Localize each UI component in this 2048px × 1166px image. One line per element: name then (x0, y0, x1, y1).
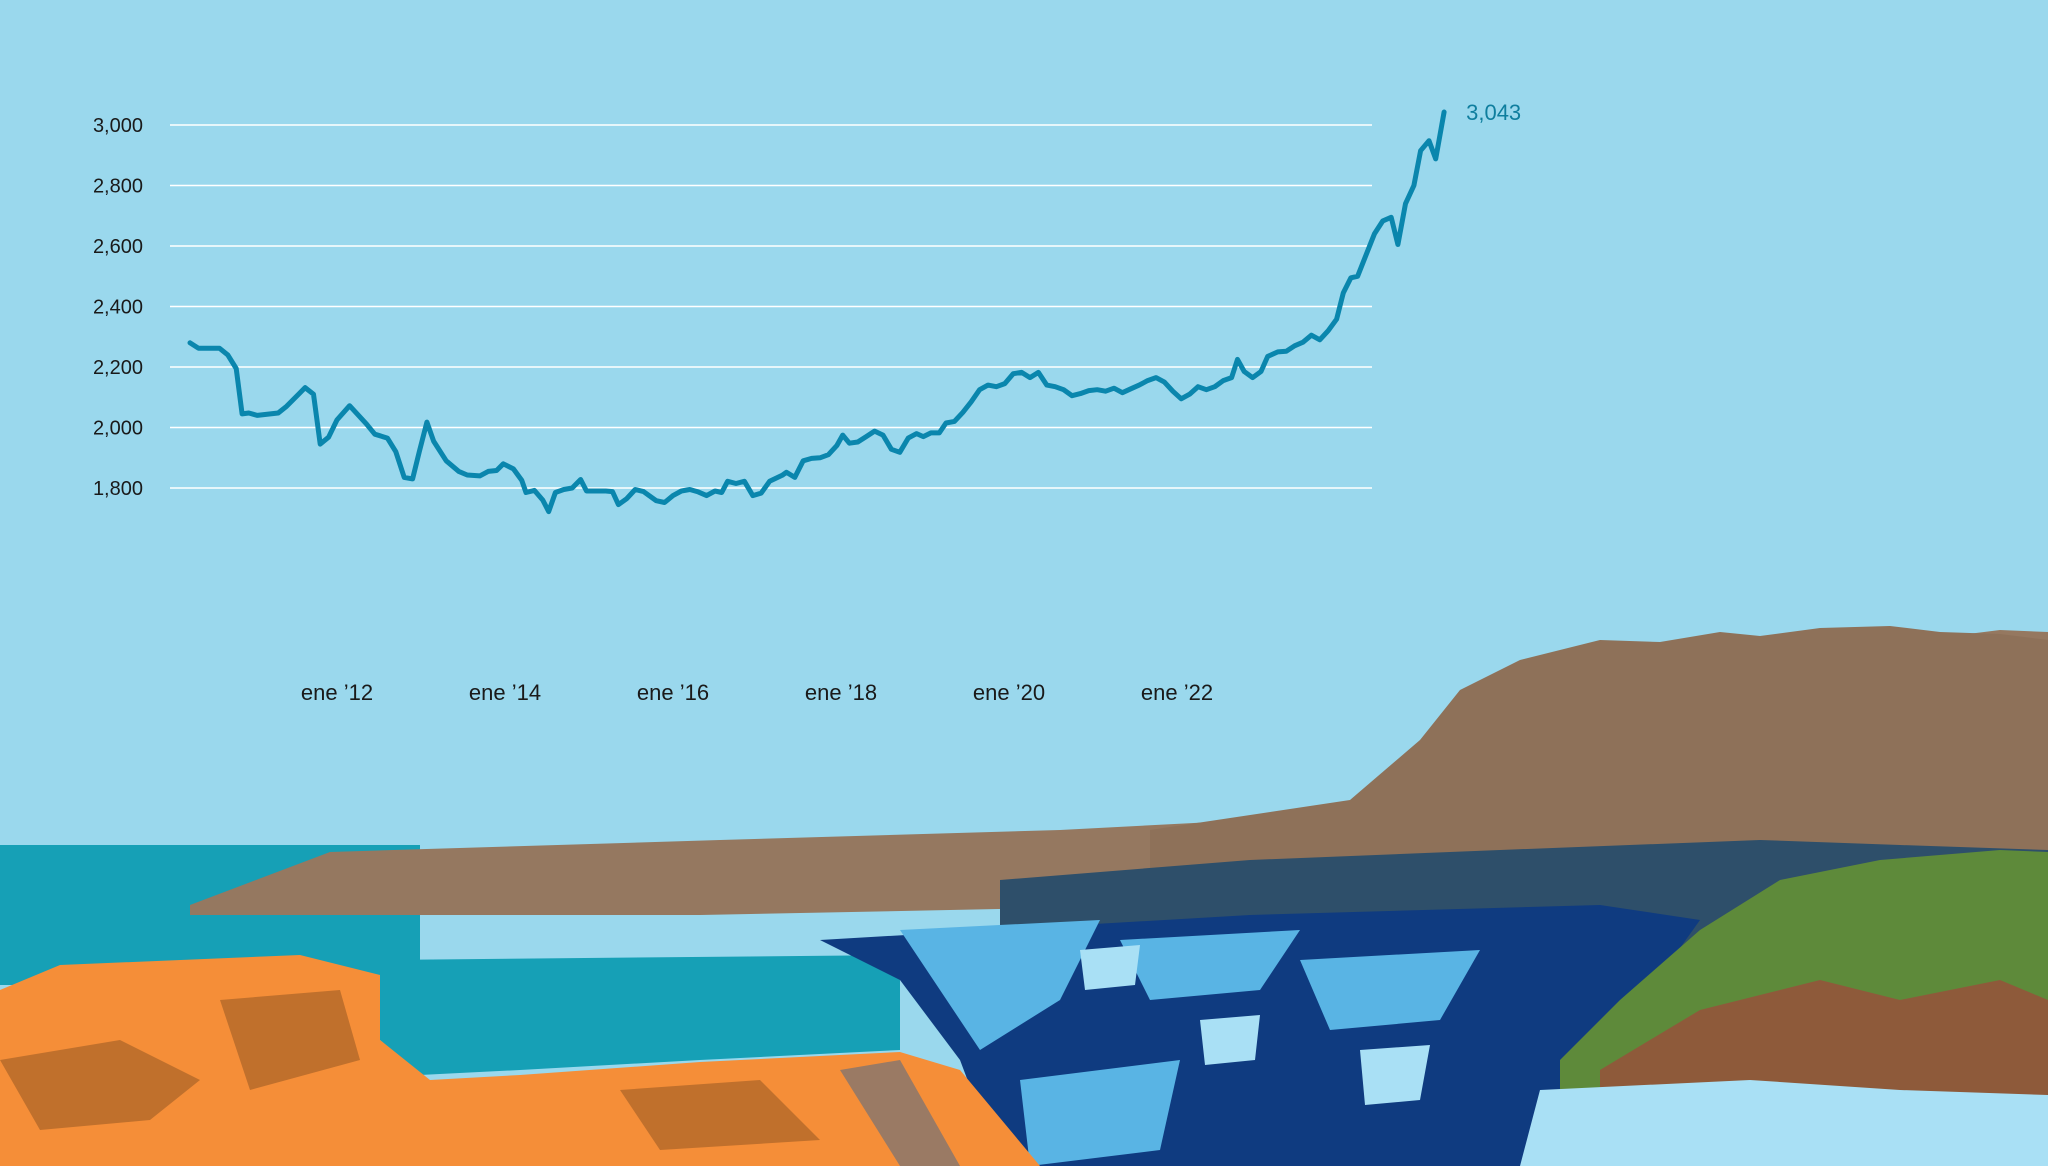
y-axis-ticks: 1,800 2,000 2,200 2,400 2,600 2,800 3,000 (93, 115, 143, 500)
last-value-label: 3,043 (1466, 100, 1521, 125)
x-tick-label: ene ’12 (301, 680, 373, 705)
y-tick-label: 2,600 (93, 236, 143, 258)
x-tick-label: ene ’20 (973, 680, 1045, 705)
y-tick-label: 2,200 (93, 357, 143, 379)
x-tick-label: ene ’14 (469, 680, 541, 705)
y-tick-label: 3,000 (93, 115, 143, 137)
x-tick-label: ene ’16 (637, 680, 709, 705)
y-tick-label: 2,000 (93, 418, 143, 440)
x-tick-label: ene ’18 (805, 680, 877, 705)
y-tick-label: 2,400 (93, 297, 143, 319)
y-tick-label: 2,800 (93, 176, 143, 198)
series-line (187, 109, 1447, 515)
y-tick-label: 1,800 (93, 478, 143, 500)
hill-rock (1600, 980, 2048, 1100)
x-tick-label: ene ’22 (1141, 680, 1213, 705)
orange-city-road (840, 1060, 960, 1166)
blue-city-highlights (900, 920, 1480, 1166)
harbor-water (380, 955, 900, 1075)
light-buildings (1080, 945, 1430, 1105)
x-axis-ticks: ene ’12 ene ’14 ene ’16 ene ’18 ene ’20 ene ’… (301, 680, 1213, 705)
light-city (1520, 1080, 2048, 1166)
mountain (1150, 626, 2048, 880)
gridlines (170, 124, 1372, 489)
orange-city-shadows (0, 990, 820, 1150)
